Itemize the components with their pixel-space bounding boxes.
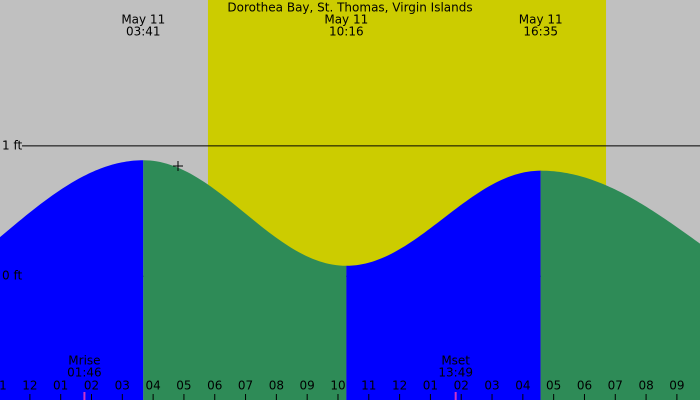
x-tick-label: 05 — [176, 379, 191, 393]
y-tick-label: 1 ft — [2, 138, 22, 152]
tide-area — [346, 170, 541, 400]
x-tick-label: 02 — [454, 379, 469, 393]
x-tick-label: 09 — [669, 379, 684, 393]
tide-time: 03:41 — [126, 25, 161, 39]
x-tick-label: 03 — [484, 379, 499, 393]
x-tick-label: 01 — [53, 379, 68, 393]
x-tick-label: 06 — [577, 379, 592, 393]
x-tick-label: 10 — [330, 379, 345, 393]
tide-area — [0, 160, 144, 400]
x-tick-label: 04 — [515, 379, 530, 393]
moon-time: 13:49 — [438, 366, 473, 380]
tide-area — [540, 170, 700, 400]
x-tick-label: 08 — [269, 379, 284, 393]
moon-label: Mrise — [68, 354, 100, 368]
x-tick-label: 11 — [361, 379, 376, 393]
tide-area — [143, 160, 347, 400]
x-tick-label: 05 — [546, 379, 561, 393]
x-tick-label: 07 — [238, 379, 253, 393]
x-tick-label: 12 — [392, 379, 407, 393]
tide-date: May 11 — [519, 13, 563, 27]
tide-time: 16:35 — [523, 25, 558, 39]
x-tick-label: 03 — [115, 379, 130, 393]
x-tick-label: 07 — [608, 379, 623, 393]
moon-time: 01:46 — [67, 366, 102, 380]
x-tick-label: 08 — [638, 379, 653, 393]
tide-date: May 11 — [121, 13, 165, 27]
chart-title: Dorothea Bay, St. Thomas, Virgin Islands — [227, 1, 472, 15]
x-tick-label: 12 — [22, 379, 37, 393]
current-time-marker — [173, 161, 183, 171]
x-tick-label: 09 — [300, 379, 315, 393]
x-tick-label: 02 — [84, 379, 99, 393]
x-tick-label: 01 — [423, 379, 438, 393]
x-tick-label: 04 — [145, 379, 160, 393]
x-tick-label: 06 — [207, 379, 222, 393]
y-tick-label: 0 ft — [2, 269, 22, 283]
moon-label: Mset — [441, 354, 470, 368]
tide-time: 10:16 — [329, 25, 364, 39]
tide-date: May 11 — [324, 13, 368, 27]
x-tick-label: 11 — [0, 379, 7, 393]
